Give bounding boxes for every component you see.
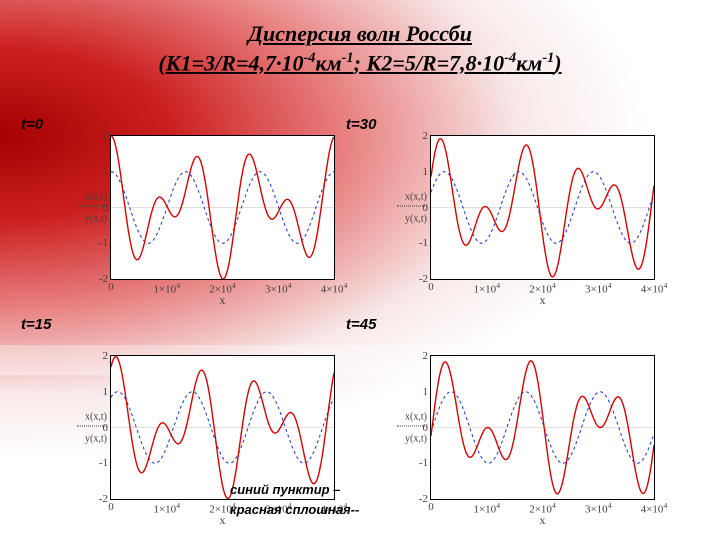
y-tick: 2 [423,350,432,362]
x-tick: 4×104 [641,279,668,296]
y-tick: 1 [103,166,112,178]
x-tick: 0 [108,279,114,293]
time-label: t=0 [21,116,43,133]
y-tick: 0 [423,202,432,214]
y-tick: -1 [99,237,111,249]
y-tick: 2 [103,350,112,362]
y-tick: 1 [103,386,112,398]
plot-area: x(x,t)y(x,t)-2-101201×1042×1043×1044×104… [430,135,655,280]
y-tick: 0 [103,422,112,434]
y-tick: 2 [103,130,112,142]
legend-footnote: красная сплошная-- [230,502,359,517]
y-tick: 1 [423,386,432,398]
y-tick: 0 [103,202,112,214]
x-axis-label: x [220,499,226,528]
y-tick: 2 [423,130,432,142]
x-tick: 0 [428,499,434,513]
x-tick: 3×104 [265,279,292,296]
x-tick: 1×104 [473,499,500,516]
x-tick: 0 [428,279,434,293]
plot-area: x(x,t)y(x,t)-2-101201×1042×1043×1044×104… [110,355,335,500]
plot-area: x(x,t)y(x,t)-2-101201×1042×1043×1044×104… [430,355,655,500]
y-tick: 0 [423,422,432,434]
chart-panel: x(x,t)y(x,t)-2-101201×1042×1043×1044×104… [65,350,345,525]
chart-panel: x(x,t)y(x,t)-2-101201×1042×1043×1044×104… [65,130,345,305]
x-axis-label: x [220,279,226,308]
x-axis-label: x [540,279,546,308]
series-legend: x(x,t)y(x,t) [62,411,107,444]
x-axis-label: x [540,499,546,528]
chart-panel: x(x,t)y(x,t)-2-101201×1042×1043×1044×104… [385,130,665,305]
y-tick: -1 [99,457,111,469]
legend-footnote: синий пунктир – [230,482,340,497]
x-tick: 1×104 [153,499,180,516]
plot-area: x(x,t)y(x,t)-2-101201×1042×1043×1044×104… [110,135,335,280]
time-label: t=15 [21,316,51,333]
time-label: t=45 [346,316,376,333]
x-tick: 0 [108,499,114,513]
x-tick: 1×104 [153,279,180,296]
y-tick: 1 [423,166,432,178]
y-tick: -1 [419,457,431,469]
plot-svg [431,356,654,499]
series-legend: x(x,t)y(x,t) [382,411,427,444]
x-tick: 3×104 [585,499,612,516]
chart-panel: x(x,t)y(x,t)-2-101201×1042×1043×1044×104… [385,350,665,525]
x-tick: 1×104 [473,279,500,296]
y-tick: -1 [419,237,431,249]
plot-svg [431,136,654,279]
page-title: Дисперсия волн Россби(К1=3/R=4,7·10-4км-… [0,20,720,78]
series-legend: x(x,t)y(x,t) [62,191,107,224]
x-tick: 3×104 [585,279,612,296]
series-legend: x(x,t)y(x,t) [382,191,427,224]
time-label: t=30 [346,116,376,133]
x-tick: 4×104 [321,279,348,296]
plot-svg [111,356,334,499]
x-tick: 4×104 [641,499,668,516]
plot-svg [111,136,334,279]
